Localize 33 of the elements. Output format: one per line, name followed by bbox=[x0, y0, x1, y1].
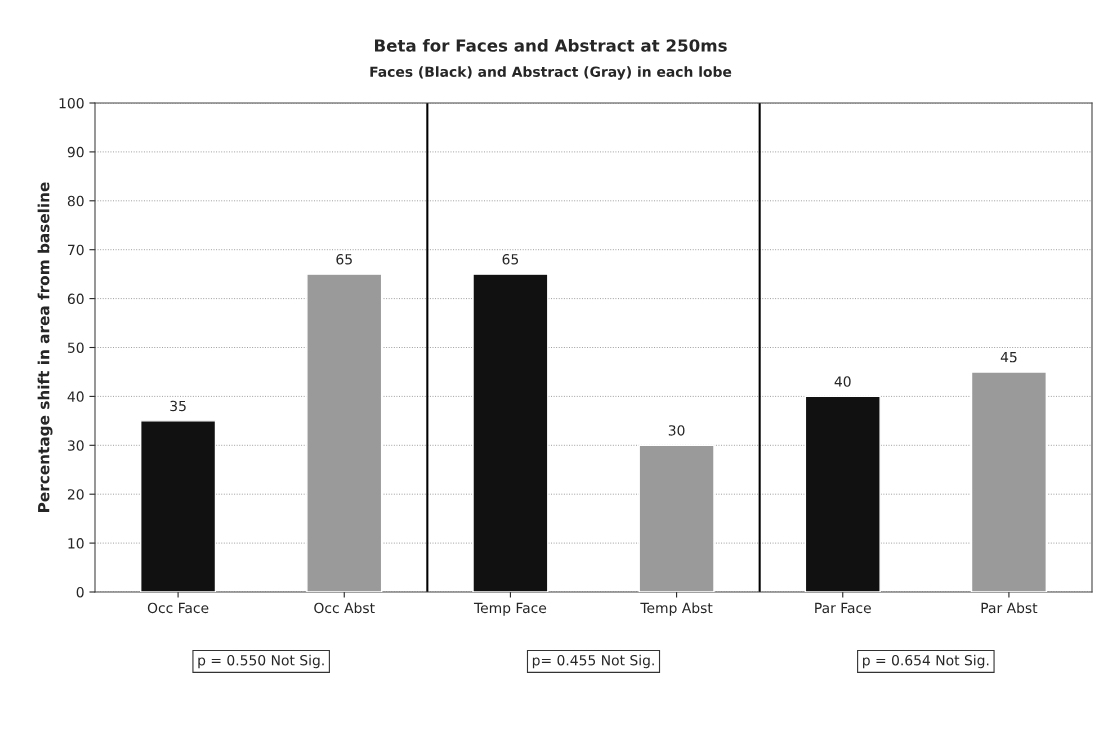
y-tick-label: 70 bbox=[68, 244, 84, 256]
data-label: 35 bbox=[170, 400, 186, 412]
x-tick-label: Par Face bbox=[815, 602, 871, 614]
data-label: 40 bbox=[834, 376, 851, 387]
x-tick-label: Par Abst bbox=[981, 602, 1038, 614]
chart-subtitle: Faces (Black) and Abstract (Gray) in each lobe bbox=[370, 66, 732, 80]
y-tick-label: 80 bbox=[67, 195, 84, 207]
y-tick-label: 30 bbox=[67, 440, 84, 451]
text: p= 0.455 Not Sig. bbox=[532, 654, 654, 669]
bar bbox=[306, 273, 383, 592]
y-tick-label: 40 bbox=[67, 391, 84, 402]
x-tick-label: Occ Abst bbox=[314, 602, 375, 614]
text: p = 0.550 Not Sig. bbox=[198, 654, 324, 669]
chart-title: Beta for Faces and Abstract at 250ms bbox=[375, 38, 727, 52]
x-tick-label: Occ Face bbox=[147, 602, 209, 614]
data-label: 65 bbox=[336, 254, 352, 265]
bar bbox=[804, 395, 881, 592]
data-label: 30 bbox=[668, 425, 685, 436]
x-tick-label: Temp Abst bbox=[640, 602, 713, 616]
data-label: 45 bbox=[1000, 351, 1017, 363]
y-tick-label: 0 bbox=[76, 586, 84, 598]
data-label: 65 bbox=[502, 254, 519, 265]
y-tick-label: 10 bbox=[68, 538, 84, 549]
text: p = 0.654 Not Sig. bbox=[863, 654, 989, 669]
y-tick-label: 100 bbox=[59, 97, 84, 109]
bar bbox=[472, 273, 549, 592]
x-tick-label: Temp Face bbox=[473, 602, 547, 616]
y-axis-title: Percentage shift in area from baseline bbox=[37, 182, 53, 512]
y-tick-label: 50 bbox=[67, 342, 84, 353]
y-tick-label: 90 bbox=[67, 146, 84, 158]
bar bbox=[140, 420, 217, 592]
y-tick-label: 20 bbox=[67, 489, 84, 500]
y-tick-label: 60 bbox=[67, 293, 84, 305]
